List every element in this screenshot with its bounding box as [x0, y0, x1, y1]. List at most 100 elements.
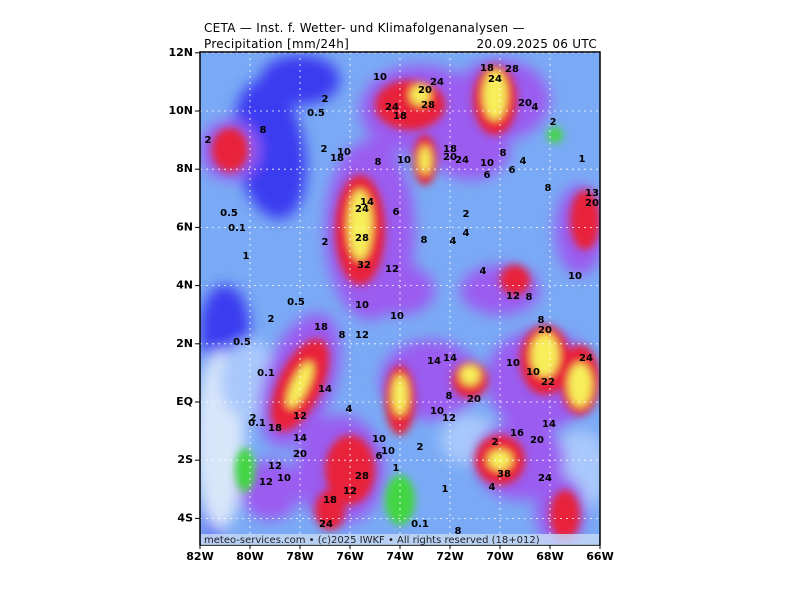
precip-area: [550, 490, 580, 540]
title: CETA — Inst. f. Wetter- und Klimafolgena…: [204, 21, 525, 35]
contour-label: 12: [385, 264, 399, 275]
contour-label: 14: [542, 419, 556, 430]
precip-area: [483, 70, 507, 120]
precip-area: [287, 362, 313, 408]
contour-label: 2: [492, 437, 499, 448]
contour-label: 4: [480, 266, 487, 277]
lon-tick-label: 70W: [486, 550, 513, 563]
contour-label: 24: [538, 473, 552, 484]
contour-label: 24: [455, 155, 469, 166]
contour-label: 18: [314, 322, 328, 333]
lon-tick-label: 76W: [336, 550, 363, 563]
contour-label: 4: [520, 156, 527, 167]
contour-label: 6: [509, 165, 516, 176]
contour-label: 20: [418, 85, 432, 96]
precip-area: [568, 363, 592, 407]
precip-area: [419, 146, 431, 174]
precip-area: [365, 265, 435, 315]
precip-area: [547, 127, 563, 143]
contour-label: 6: [484, 170, 491, 181]
contour-label: 20: [585, 198, 599, 209]
contour-label: 10: [390, 311, 404, 322]
contour-label: 18: [330, 153, 344, 164]
precip-area: [410, 85, 430, 105]
contour-label: 4: [489, 482, 496, 493]
contour-label: 8: [526, 292, 533, 303]
contour-label: 20: [538, 325, 552, 336]
contour-label: 10: [568, 271, 582, 282]
contour-label: 18: [323, 495, 337, 506]
contour-label: 12: [293, 411, 307, 422]
lat-tick-label: 6N: [176, 220, 193, 233]
contour-label: 1: [442, 484, 449, 495]
contour-label: 4: [450, 236, 457, 247]
precip-area: [240, 460, 300, 520]
precip-area: [233, 80, 307, 220]
contour-label: 0.5: [307, 108, 325, 119]
contour-label: 10: [480, 158, 494, 169]
precip-area: [315, 490, 345, 530]
contour-label: 12: [355, 330, 369, 341]
contour-label: 1: [393, 463, 400, 474]
contour-label: 28: [355, 471, 369, 482]
contour-label: 0.1: [228, 223, 246, 234]
contour-label: 28: [421, 100, 435, 111]
contour-label: 28: [505, 64, 519, 75]
contour-label: 8: [545, 183, 552, 194]
contour-label: 10: [355, 300, 369, 311]
contour-label: 2: [250, 413, 257, 424]
lon-tick-label: 78W: [286, 550, 313, 563]
contour-label: 24: [355, 204, 369, 215]
contour-label: 2: [321, 144, 328, 155]
lat-tick-label: 4N: [176, 279, 193, 292]
contour-label: 12: [442, 413, 456, 424]
footer-band: [201, 534, 599, 545]
contour-label: 2: [268, 314, 275, 325]
contour-label: 24: [385, 102, 399, 113]
contour-label: 10: [277, 473, 291, 484]
contour-label: 12: [343, 486, 357, 497]
contour-label: 2: [322, 237, 329, 248]
contour-label: 14: [443, 353, 457, 364]
contour-label: 6: [376, 451, 383, 462]
contour-label: 1: [243, 251, 250, 262]
contour-label: 4: [532, 102, 539, 113]
lat-tick-label: 2N: [176, 337, 193, 350]
contour-label: 24: [579, 353, 593, 364]
contour-label: 2: [463, 209, 470, 220]
contour-label: 10: [430, 406, 444, 417]
lon-tick-label: 82W: [186, 550, 213, 563]
contour-label: 24: [319, 519, 333, 530]
contour-label: 0.1: [248, 418, 266, 429]
parameter: Precipitation [mm/24h]: [204, 37, 349, 51]
lat-tick-label: EQ: [176, 395, 193, 408]
contour-label: 12: [259, 477, 273, 488]
contour-label: 28: [355, 233, 369, 244]
lon-tick-label: 72W: [436, 550, 463, 563]
contour-label: 6: [393, 207, 400, 218]
lat-tick-label: 2S: [177, 453, 193, 466]
lon-tick-label: 74W: [386, 550, 413, 563]
precip-area: [348, 190, 372, 260]
contour-label: 20: [518, 98, 532, 109]
lon-tick-label: 68W: [536, 550, 563, 563]
lat-tick-label: 4S: [177, 511, 193, 524]
contour-label: 0.5: [233, 337, 251, 348]
contour-label: 8: [538, 315, 545, 326]
contour-label: 8: [375, 157, 382, 168]
contour-label: 12: [506, 291, 520, 302]
contour-label: 16: [510, 428, 524, 439]
contour-label: 8: [421, 235, 428, 246]
lat-tick-label: 8N: [176, 162, 193, 175]
contour-label: 24: [488, 74, 502, 85]
precip-area: [212, 128, 248, 172]
contour-label: 38: [497, 469, 511, 480]
contour-label: 0.1: [411, 519, 429, 530]
contour-label: 0.1: [257, 368, 275, 379]
contour-label: 20: [467, 394, 481, 405]
lat-tick-label: 12N: [168, 46, 193, 59]
contour-label: 22: [541, 377, 555, 388]
contour-label: 10: [506, 358, 520, 369]
contour-label: 18: [480, 63, 494, 74]
